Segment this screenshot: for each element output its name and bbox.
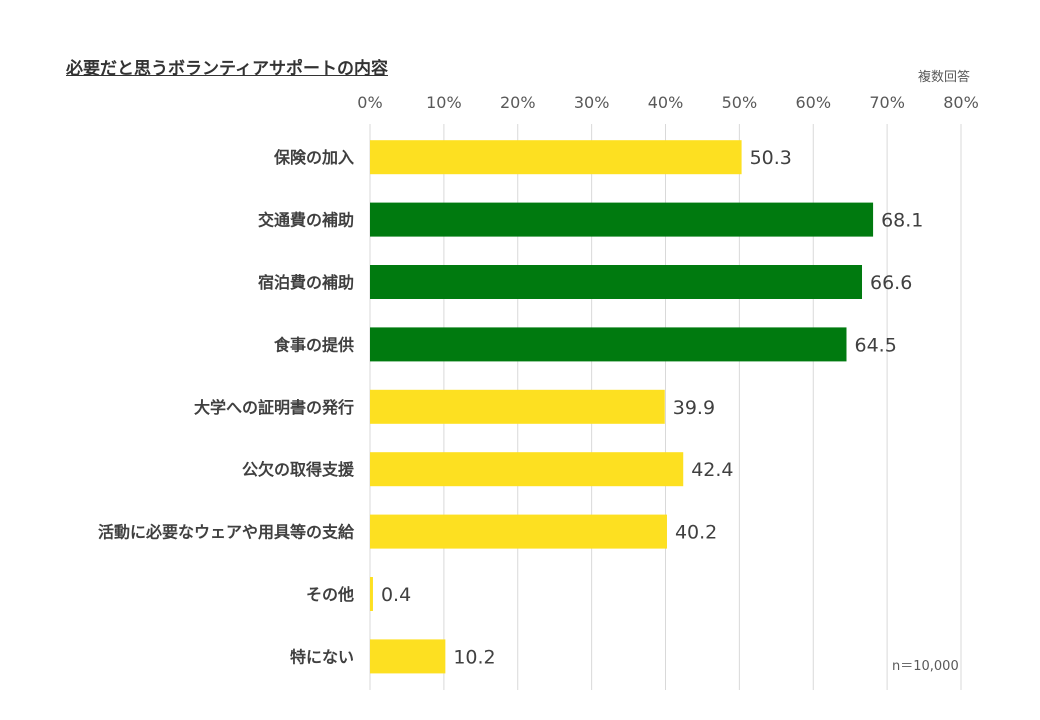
- data-label: 0.4: [381, 584, 411, 606]
- data-label: 50.3: [750, 147, 792, 169]
- bar: [370, 327, 847, 362]
- data-label: 42.4: [691, 459, 733, 481]
- category-label: 活動に必要なウェアや用具等の支給: [98, 523, 355, 542]
- category-label: 特にない: [290, 647, 354, 666]
- bar: [370, 140, 742, 175]
- x-tick-label: 30%: [574, 93, 610, 112]
- data-label: 10.2: [453, 646, 495, 668]
- category-label: 大学への証明書の発行: [194, 398, 354, 417]
- bar: [370, 639, 446, 674]
- data-label: 64.5: [854, 334, 896, 356]
- bar: [370, 389, 665, 424]
- data-label: 39.9: [673, 397, 715, 419]
- data-label: 40.2: [675, 522, 717, 544]
- bar: [370, 514, 667, 549]
- data-label: 68.1: [881, 210, 923, 232]
- multiple-answer-note: 複数回答: [918, 70, 971, 85]
- x-tick-label: 0%: [357, 93, 382, 112]
- bar: [370, 202, 874, 237]
- category-label: 宿泊費の補助: [258, 273, 354, 292]
- x-tick-label: 80%: [943, 93, 979, 112]
- bar: [370, 577, 373, 611]
- category-label: その他: [306, 585, 354, 604]
- x-tick-label: 70%: [869, 93, 905, 112]
- category-label: 交通費の補助: [258, 211, 354, 230]
- data-label: 66.6: [870, 272, 912, 294]
- bar: [370, 265, 863, 299]
- category-label: 保険の加入: [273, 148, 354, 167]
- bar: [370, 452, 684, 487]
- category-label: 食事の提供: [273, 335, 354, 354]
- category-label: 公欠の取得支援: [242, 460, 355, 479]
- x-tick-label: 40%: [648, 93, 684, 112]
- x-tick-label: 10%: [426, 93, 462, 112]
- x-tick-label: 20%: [500, 93, 536, 112]
- x-tick-label: 60%: [795, 93, 831, 112]
- chart-title: 必要だと思うボランティアサポートの内容: [66, 59, 388, 79]
- x-tick-label: 50%: [722, 93, 758, 112]
- sample-size-note: n＝10,000: [892, 659, 959, 674]
